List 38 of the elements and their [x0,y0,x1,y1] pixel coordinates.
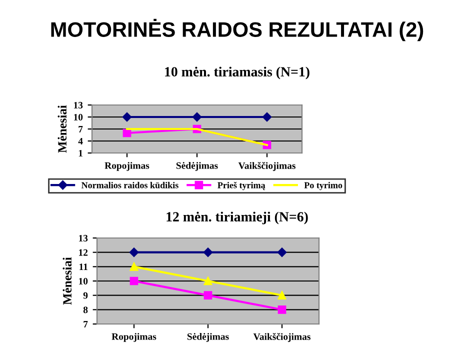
chart-subtitle: 12 mėn. tiriamieji (N=6) [166,212,308,224]
y-tick-label: 11 [80,264,88,270]
y-axis-title: Mėnesiai [62,257,72,305]
x-tick-label: Ropojimas [112,333,156,342]
legend-label: Normalios raidos kūdikis [81,182,178,188]
y-tick-label: 12 [79,249,88,256]
y-tick-label: 10 [79,278,88,284]
point [129,248,139,257]
y-tick-label: 10 [74,114,83,120]
y-tick-label: 7 [84,321,88,328]
y-tick-label: 13 [74,102,83,108]
x-tick-label: Vaikščiojimas [253,333,310,342]
x-tick-label: Sėdėjimas [176,162,218,171]
x-tick-label: Ropojimas [104,162,150,171]
point [130,276,138,286]
y-tick-label: 1 [78,150,82,156]
point [278,291,286,300]
point [204,276,212,286]
point [204,291,212,300]
point [278,306,286,314]
point [262,112,272,122]
x-tick-label: Vaikščiojimas [238,162,296,171]
point [277,248,287,257]
point [192,112,202,122]
x-tick-label: Sėdėjimas [187,333,229,342]
y-tick-label: 8 [83,306,88,314]
point [130,262,138,271]
y-tick-label: 9 [83,292,88,299]
y-tick-label: 4 [78,138,83,144]
chart-title: MOTORINĖS RAIDOS REZULTATAI (2) [51,18,424,42]
y-tick-label: 13 [79,234,88,242]
chart-subtitle: 10 mėn. tiriamasis (N=1) [165,66,310,80]
y-tick-label: 7 [78,126,83,132]
point [203,248,213,257]
legend-label: Prieš tyrimą [218,182,266,190]
y-axis-title: Mėnesiai [58,105,67,153]
legend-label: Po tyrimo [304,182,342,190]
point [122,112,132,122]
